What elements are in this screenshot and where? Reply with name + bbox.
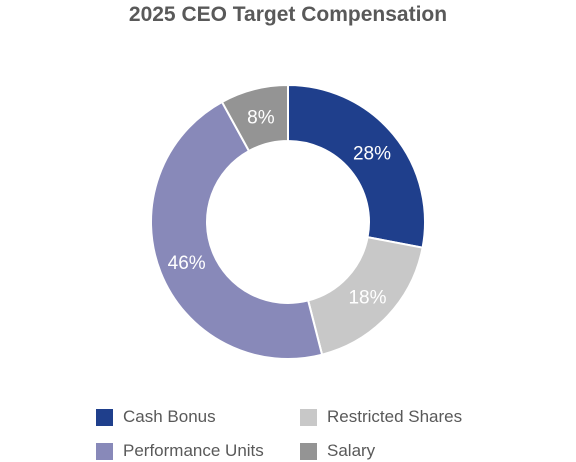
- slice-labels-layer: 28% 18% 46% 8%: [168, 107, 391, 308]
- slice-label-salary: 8%: [247, 107, 275, 128]
- legend-item-cash-bonus: Cash Bonus: [96, 407, 216, 427]
- chart-title: 2025 CEO Target Compensation: [128, 3, 448, 26]
- slices-layer: [150, 83, 426, 360]
- legend-label-cash-bonus: Cash Bonus: [123, 407, 216, 426]
- legend-label-salary: Salary: [327, 441, 376, 460]
- slice-performance-units: [150, 100, 324, 360]
- legend-item-performance-units: Performance Units: [96, 441, 264, 461]
- legend-label-restricted-shares: Restricted Shares: [327, 407, 463, 426]
- slice-label-restricted-shares: 18%: [348, 288, 386, 309]
- legend-swatch-performance-units: [96, 442, 113, 460]
- slice-cash-bonus: [287, 83, 426, 249]
- legend-item-restricted-shares: Restricted Shares: [300, 407, 462, 427]
- legend-swatch-cash-bonus: [96, 408, 113, 426]
- legend-swatch-restricted-shares: [300, 408, 317, 426]
- legend-item-salary: Salary: [300, 441, 375, 461]
- legend-label-performance-units: Performance Units: [123, 441, 264, 460]
- slice-label-performance-units: 46%: [168, 253, 206, 274]
- slice-label-cash-bonus: 28%: [353, 144, 391, 165]
- legend-swatch-salary: [300, 442, 317, 460]
- slice-salary: [220, 83, 289, 153]
